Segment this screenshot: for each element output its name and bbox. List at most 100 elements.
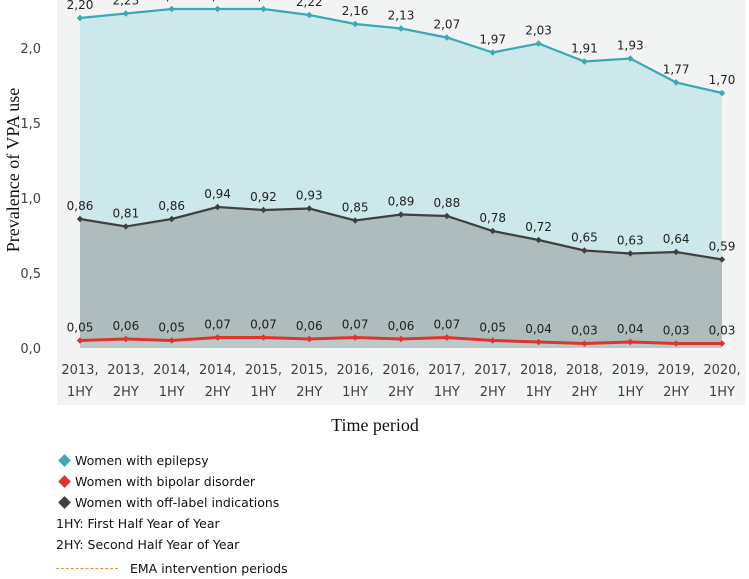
x-tick-label: 1HY [434,385,460,400]
legend-label-bipolar: Women with bipolar disorder [75,474,256,489]
data-label-epilepsy: 2,23 [112,0,139,8]
data-point-epilepsy [76,14,84,22]
data-label-bipolar: 0,07 [433,318,460,332]
data-point-bipolar [260,334,267,341]
data-point-off-label [535,236,542,244]
vpa-prevalence-chart: 2,20 2,23 2,26 2,26 2,26 2,22 2,16 2,13 2,07 1,97… [3,0,745,435]
note-2hy-text: 2HY: Second Half Year of Year [56,537,240,552]
y-tick-label: 1,5 [20,117,41,132]
data-label-bipolar: 0,05 [67,321,94,335]
data-point-off-label [306,205,313,212]
data-point-epilepsy [260,5,267,13]
data-point-epilepsy [489,49,496,56]
data-point-epilepsy [351,20,359,28]
data-point-off-label [76,215,84,223]
data-label-epilepsy: 1,77 [663,63,690,77]
data-point-bipolar [489,337,496,344]
data-point-bipolar [718,340,726,347]
data-label-off-label: 0,59 [709,240,736,254]
data-label-epilepsy: 2,16 [342,4,369,18]
data-label-off-label: 0,86 [67,199,94,213]
x-tick-label: 2018, [520,363,557,378]
data-label-bipolar: 0,06 [388,319,415,333]
data-label-epilepsy: 2,26 [158,0,185,3]
data-label-bipolar: 0,07 [250,318,277,332]
data-label-off-label: 0,89 [388,195,415,209]
data-point-bipolar [397,335,405,343]
data-label-off-label: 0,94 [204,187,231,201]
data-label-epilepsy: 1,93 [617,39,644,53]
data-point-bipolar [168,337,175,344]
x-tick-label: 2HY [296,385,322,400]
data-label-bipolar: 0,06 [296,319,323,333]
data-label-epilepsy: 2,26 [250,0,277,3]
x-axis-ticks: 2013, 1HY 2013, 2HY 2014, 1HY 2014, 2HY 2015, 1HY… [61,363,740,400]
data-label-bipolar: 0,07 [342,318,369,332]
data-label-epilepsy: 2,07 [433,18,460,32]
data-point-off-label [260,206,267,214]
data-label-epilepsy: 2,03 [525,24,552,38]
y-axis-ticks: 0,0 0,5 1,0 1,5 2,0 [20,42,41,357]
data-point-off-label [718,256,726,263]
data-point-off-label [627,250,634,257]
data-point-bipolar [627,338,634,346]
note-1hy-text: 1HY: First Half Year of Year [56,516,220,531]
diamond-icon [58,496,71,509]
data-label-off-label: 0,63 [617,234,644,248]
data-label-epilepsy: 1,70 [709,73,736,87]
x-tick-label: 2HY [205,385,231,400]
x-tick-label: 2015, [291,363,328,378]
data-point-epilepsy [627,55,634,62]
data-label-off-label: 0,88 [433,196,460,210]
data-label-off-label: 0,72 [525,220,552,234]
area-layer [80,9,722,348]
x-tick-label: 2HY [663,385,689,400]
legend-label-offlabel: Women with off-label indications [75,495,280,510]
x-tick-label: 1HY [250,385,276,400]
data-label-off-label: 0,86 [158,199,185,213]
data-label-off-label: 0,78 [479,211,506,225]
data-point-off-label [214,203,221,211]
data-point-epilepsy [535,40,542,47]
x-tick-label: 2HY [388,385,414,400]
data-label-bipolar: 0,06 [112,319,139,333]
data-label-epilepsy: 2,22 [296,0,323,9]
data-point-bipolar [581,340,588,347]
data-point-epilepsy [718,89,726,97]
y-tick-label: 1,0 [20,192,41,207]
x-tick-label: 2HY [480,385,506,400]
data-point-epilepsy [122,10,130,17]
x-tick-label: 2013, [61,363,98,378]
x-tick-label: 2020, [703,363,740,378]
data-label-layer: 2,20 2,23 2,26 2,26 2,26 2,22 2,16 2,13 2,07 1,97… [67,0,736,338]
x-tick-label: 2HY [113,385,139,400]
legend: Women with epilepsy Women with bipolar d… [56,450,288,579]
area-off-label [80,207,722,348]
x-tick-label: 2016, [337,363,374,378]
x-tick-label: 2019, [612,363,649,378]
y-axis-title: Prevalence of VPA use [3,88,23,252]
data-point-epilepsy [443,34,451,41]
data-point-bipolar [351,334,359,341]
diamond-icon [58,475,71,488]
data-point-bipolar [76,337,84,344]
data-label-off-label: 0,92 [250,190,277,204]
data-point-epilepsy [214,5,221,13]
x-tick-label: 2017, [428,363,465,378]
y-tick-label: 0,5 [20,267,41,282]
x-tick-label: 1HY [159,385,185,400]
legend-item-epilepsy: Women with epilepsy [56,450,288,471]
data-point-epilepsy [306,11,313,19]
legend-label-ema: EMA intervention periods [130,561,288,576]
y-tick-label: 0,0 [20,342,41,357]
legend-item-offlabel: Women with off-label indications [56,492,288,513]
data-point-off-label [489,227,496,235]
data-point-epilepsy [168,5,175,13]
data-point-off-label [397,211,405,218]
x-tick-label: 2016, [382,363,419,378]
area-bipolar [80,337,722,348]
data-label-bipolar: 0,04 [617,322,644,336]
x-tick-label: 1HY [526,385,552,400]
data-label-epilepsy: 2,20 [67,0,94,12]
data-label-bipolar: 0,03 [663,324,690,338]
